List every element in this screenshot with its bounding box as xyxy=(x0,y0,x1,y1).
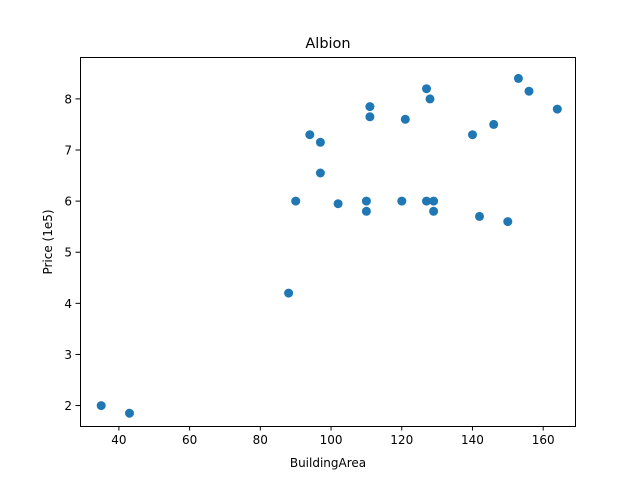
y-axis-label: Price (1e5) xyxy=(41,209,55,274)
data-point-1 xyxy=(125,408,134,418)
plot-frame xyxy=(80,57,576,427)
y-tick-label-6: 6 xyxy=(64,195,72,209)
data-point-13 xyxy=(400,114,410,124)
x-tick-label-60: 60 xyxy=(182,433,197,447)
data-point-3 xyxy=(291,196,301,206)
y-tick-label-5: 5 xyxy=(64,246,72,260)
data-point-19 xyxy=(468,130,477,140)
data-point-23 xyxy=(513,73,523,83)
x-tick-label-120: 120 xyxy=(390,433,413,447)
x-axis-label: BuildingArea xyxy=(290,456,366,470)
y-tick-label-8: 8 xyxy=(64,92,72,106)
x-tick-label-140: 140 xyxy=(461,433,484,447)
data-point-17 xyxy=(429,196,439,206)
data-point-24 xyxy=(524,86,534,96)
data-point-11 xyxy=(365,112,375,122)
x-tick-label-100: 100 xyxy=(320,433,343,447)
y-axis: 2 3 4 5 6 7 8 xyxy=(64,92,80,413)
y-tick-label-3: 3 xyxy=(64,348,72,362)
x-tick-label-160: 160 xyxy=(532,433,555,447)
data-point-12 xyxy=(397,196,407,206)
data-point-25 xyxy=(552,104,562,114)
data-point-21 xyxy=(489,119,499,129)
data-point-7 xyxy=(333,199,343,209)
data-point-8 xyxy=(361,196,371,206)
y-tick-label-4: 4 xyxy=(64,297,72,311)
data-point-18 xyxy=(429,206,439,216)
x-tick-label-80: 80 xyxy=(253,433,268,447)
data-point-15 xyxy=(422,196,431,206)
data-point-14 xyxy=(422,84,431,94)
data-point-2 xyxy=(284,288,294,298)
data-point-5 xyxy=(315,137,325,147)
data-point-20 xyxy=(475,211,484,221)
data-point-22 xyxy=(503,217,513,227)
data-point-0 xyxy=(96,401,106,411)
x-tick-label-40: 40 xyxy=(111,433,126,447)
data-point-9 xyxy=(361,206,371,216)
data-point-4 xyxy=(305,130,315,140)
data-point-16 xyxy=(425,94,435,104)
data-point-10 xyxy=(365,102,375,112)
y-tick-label-2: 2 xyxy=(64,399,72,413)
y-tick-label-7: 7 xyxy=(64,144,72,158)
points-layer xyxy=(96,73,562,418)
data-point-6 xyxy=(315,168,325,178)
chart-title: Albion xyxy=(305,36,350,52)
x-axis: 40 60 80 100 120 140 160 xyxy=(111,426,555,447)
